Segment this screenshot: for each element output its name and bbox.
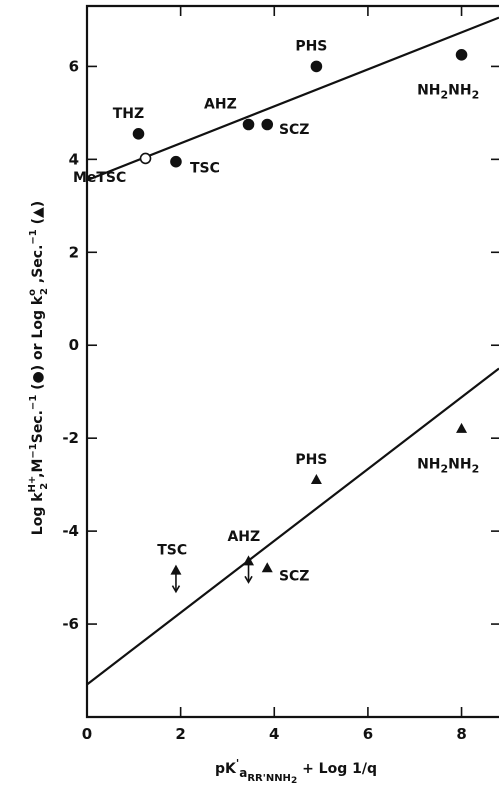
y-axis-label-unit2: ,Sec. bbox=[30, 245, 46, 288]
data-point-circle bbox=[455, 48, 468, 61]
arrow-head bbox=[171, 585, 181, 594]
data-point-circle bbox=[310, 60, 323, 73]
y-axis-label-end: (▲) bbox=[30, 201, 46, 229]
point-label: SCZ bbox=[279, 122, 310, 138]
point-label: AHZ bbox=[227, 529, 260, 545]
point-label: SCZ bbox=[279, 568, 310, 584]
y-tick-label: -6 bbox=[62, 615, 79, 633]
y-axis-label-sec1: Sec. bbox=[30, 410, 46, 443]
data-point-circle bbox=[170, 155, 182, 168]
y-axis-label: Log kH+2 ,M−1Sec.−1 (●) or Log ko2 ,Sec.… bbox=[27, 201, 50, 535]
y-axis-label-a: Log k bbox=[30, 492, 46, 535]
data-point-circle bbox=[242, 118, 255, 131]
y-axis-label-unit1: ,M bbox=[30, 459, 46, 483]
point-label: MeTSC bbox=[73, 170, 126, 186]
point-label: PHS bbox=[295, 39, 327, 55]
y-axis-label-sup5: −1 bbox=[28, 229, 39, 244]
data-point-triangle bbox=[456, 422, 468, 433]
fit-line-2 bbox=[86, 367, 499, 686]
point-label: TSC bbox=[190, 160, 220, 176]
data-point-circle bbox=[132, 127, 145, 140]
x-axis-label-rest: + Log 1/q bbox=[297, 761, 377, 777]
y-axis-label-sup4: o bbox=[27, 289, 38, 296]
y-axis-label-sup1: H+ bbox=[27, 476, 38, 493]
data-point-triangle bbox=[310, 474, 322, 484]
point-label: AHZ bbox=[204, 97, 237, 113]
point-label: PHS bbox=[295, 452, 327, 468]
y-tick-label: 0 bbox=[69, 336, 79, 354]
data-point-circle bbox=[139, 152, 152, 165]
y-axis-label-sup3: −1 bbox=[28, 395, 39, 410]
y-axis-label-sup2: −1 bbox=[28, 443, 39, 458]
y-tick-label: 2 bbox=[69, 243, 79, 261]
x-tick-label: 4 bbox=[269, 725, 279, 743]
x-axis-label: pK'aRR'NNH2 + Log 1/q bbox=[215, 757, 377, 785]
point-label: TSC bbox=[157, 543, 187, 559]
x-tick-label: 8 bbox=[456, 725, 466, 743]
y-axis-label-sub1: 2 bbox=[39, 483, 50, 490]
x-axis-label-a: a bbox=[239, 766, 247, 780]
x-axis-label-sub2: 2 bbox=[291, 776, 297, 785]
y-tick-label: 4 bbox=[69, 150, 79, 168]
y-axis-label-mid: (●) or Log k bbox=[30, 295, 46, 395]
x-axis-label-sub: RR'NNH bbox=[247, 773, 291, 784]
x-axis-label-prime: ' bbox=[236, 757, 239, 770]
regression-lines bbox=[86, 16, 499, 686]
y-tick-label: -2 bbox=[62, 429, 79, 447]
arrow-head bbox=[244, 575, 253, 584]
y-axis-label-sub2: 2 bbox=[39, 288, 50, 295]
data-point-circle bbox=[261, 118, 274, 131]
data-points: THZ MeTSC TSC AHZ SCZ PHS NH2NH2 TSC AHZ SCZ PHS NH… bbox=[73, 39, 479, 594]
point-label: THZ bbox=[113, 106, 144, 122]
y-tick-label: -4 bbox=[62, 522, 79, 540]
x-axis-label-pk: pK bbox=[215, 761, 237, 777]
x-tick-label: 6 bbox=[363, 725, 373, 743]
y-tick-label: 6 bbox=[69, 57, 79, 75]
point-label: NH2NH2 bbox=[417, 83, 479, 102]
axis-ticks: 0 2 4 6 8 -6 -4 -2 0 2 4 6 bbox=[62, 6, 499, 743]
x-tick-label: 2 bbox=[175, 725, 185, 743]
fit-line-1 bbox=[86, 16, 499, 182]
x-tick-label: 0 bbox=[82, 725, 92, 743]
data-point-triangle bbox=[261, 562, 273, 573]
plot-frame bbox=[85, 4, 499, 719]
point-label: NH2NH2 bbox=[417, 457, 479, 476]
plot-border bbox=[85, 4, 499, 719]
